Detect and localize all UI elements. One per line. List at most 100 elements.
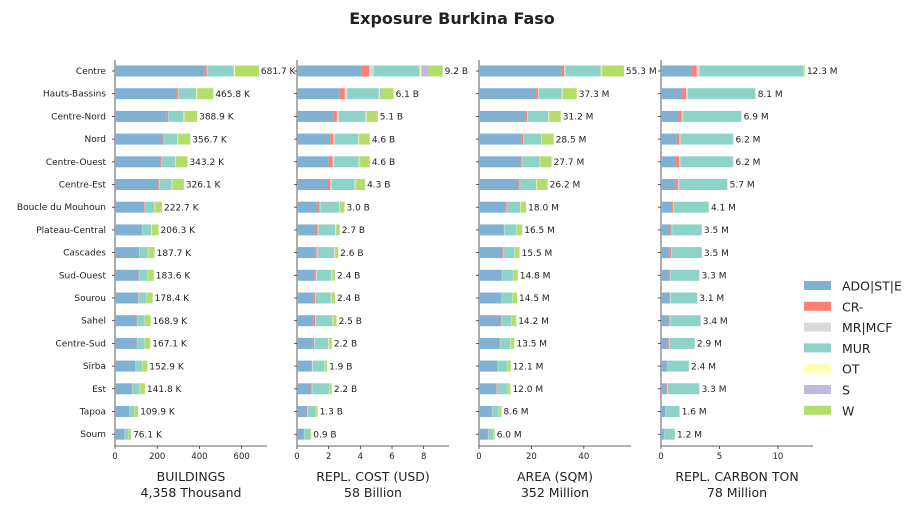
data-label: 4.1 M	[711, 203, 736, 213]
x-tick-label: 600	[234, 452, 250, 462]
legend-label: CR-	[842, 299, 863, 314]
bar-segment-cr-	[330, 133, 334, 145]
x-tick-label: 400	[191, 452, 207, 462]
bar-segment-ado-st-e	[297, 269, 315, 281]
bar-segment-w	[510, 337, 515, 349]
bar-segment-cr-	[162, 133, 164, 145]
bar-segment-ado-st-e	[115, 110, 167, 122]
bar-segment-cr-	[333, 110, 337, 122]
bar-segment-ado-st-e	[479, 247, 503, 259]
data-label: 6.2 M	[735, 158, 760, 168]
bar-segment-w	[329, 383, 332, 395]
bar-segment-ado-st-e	[115, 247, 140, 259]
bar-segment-cr-	[328, 156, 333, 168]
bar-segment-mr-mcf	[564, 65, 566, 77]
bar-segment-w	[549, 110, 561, 122]
data-label: 222.7 K	[164, 203, 200, 213]
bar-segment-ado-st-e	[115, 428, 125, 440]
bar-segment-w	[235, 65, 259, 77]
data-label: 1.6 M	[682, 408, 707, 418]
data-label: 2.2 B	[334, 340, 357, 350]
bar-segment-ado-st-e	[297, 337, 313, 349]
bar-segment-w	[335, 247, 339, 259]
bar-segment-mur	[334, 156, 359, 168]
bar-segment-cr-	[691, 65, 697, 77]
bar-segment-mur	[137, 337, 145, 349]
bar-segment-ado-st-e	[297, 428, 304, 440]
bar-segment-ado-st-e	[479, 315, 501, 327]
bar-segment-mur	[312, 383, 329, 395]
bar-segment-w	[428, 65, 443, 77]
bar-segment-cr-	[313, 315, 316, 327]
bar-segment-ado-st-e	[297, 133, 331, 145]
bar-segment-ado-st-e	[115, 315, 137, 327]
bar-segment-w	[175, 156, 188, 168]
bar-segment-s	[355, 179, 357, 190]
bar-segment-mur	[673, 201, 709, 213]
bar-segment-ado-st-e	[479, 337, 500, 349]
bar-segment-cr-	[315, 247, 317, 259]
x-axis-label: AREA (SQM)	[517, 469, 593, 484]
data-label: 2.9 M	[697, 340, 722, 350]
bar-segment-ado-st-e	[479, 292, 502, 304]
data-label: 12.3 M	[807, 67, 838, 77]
bar-segment-cr-	[204, 65, 207, 77]
bar-segment-ot	[358, 133, 360, 145]
category-label: Tapoa	[79, 408, 106, 418]
x-axis-total: 58 Billion	[344, 485, 402, 500]
bar-segment-w	[536, 179, 548, 190]
bar-segment-mr-mcf	[681, 110, 684, 122]
panel-2: 55.3 M 37.3 M 31.2 M 28.5 M 27.7 M 26.2 M 18.0…	[476, 60, 657, 500]
data-label: 2.7 B	[342, 226, 365, 236]
bar-segment-w	[128, 428, 132, 440]
bar-segment-cr-	[536, 88, 538, 100]
bar-segment-ado-st-e	[661, 383, 667, 395]
bar-segment-cr-	[141, 224, 143, 236]
bar-segment-mur	[163, 133, 178, 145]
bar-segment-w	[356, 179, 366, 190]
bar-segment-w	[359, 133, 370, 145]
bar-segment-cr-	[676, 156, 680, 168]
data-label: 0.9 B	[313, 430, 336, 440]
bar-segment-w	[197, 88, 214, 100]
bar-segment-mur	[669, 337, 695, 349]
bar-segment-mur	[504, 224, 517, 236]
bar-segment-mur	[683, 110, 742, 122]
bar-segment-w	[512, 292, 517, 304]
bar-segment-ado-st-e	[479, 110, 526, 122]
bar-segment-mr-mcf	[336, 110, 339, 122]
x-tick-label: 0	[294, 452, 299, 462]
bar-segment-ot	[358, 156, 360, 168]
bar-segment-w	[178, 133, 191, 145]
data-label: 109.9 K	[140, 408, 176, 418]
bar-segment-w	[148, 247, 155, 259]
legend-swatch	[804, 343, 831, 353]
data-label: 5.1 B	[380, 113, 403, 123]
bar-segment-mr-mcf	[527, 110, 529, 122]
bar-segment-s	[335, 224, 337, 236]
bar-segment-w	[562, 88, 577, 100]
category-label: Centre-Est	[59, 181, 107, 191]
data-label: 2.6 B	[340, 249, 363, 259]
bar-segment-mr-mcf	[537, 88, 539, 100]
category-label: Centre-Ouest	[46, 158, 107, 168]
bar-segment-ot	[354, 179, 356, 190]
bar-segment-mr-mcf	[670, 292, 671, 304]
bar-segment-mur	[316, 315, 333, 327]
data-label: 465.8 K	[215, 90, 251, 100]
x-tick-label: 6	[389, 452, 394, 462]
bar-segment-w	[333, 315, 337, 327]
bar-segment-cr-	[497, 360, 498, 372]
bar-segment-mur	[178, 88, 197, 100]
bar-segment-mr-mcf	[671, 224, 673, 236]
x-tick-label: 0	[476, 452, 481, 462]
data-label: 388.9 K	[199, 113, 235, 123]
bar-segment-ado-st-e	[661, 156, 677, 168]
x-tick-label: 40	[578, 452, 589, 462]
bar-segment-w	[367, 110, 378, 122]
bar-segment-ado-st-e	[479, 65, 562, 77]
data-label: 2.4 B	[337, 294, 360, 304]
data-label: 3.5 M	[704, 249, 729, 259]
bar-segment-w	[515, 247, 520, 259]
